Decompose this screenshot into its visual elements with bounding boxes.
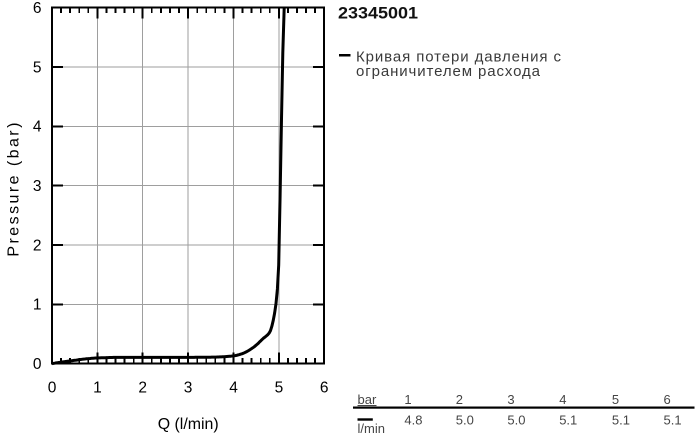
svg-text:6: 6 [320, 380, 329, 397]
svg-text:5.0: 5.0 [456, 412, 474, 427]
svg-text:5: 5 [275, 380, 284, 397]
svg-text:4: 4 [559, 392, 566, 407]
svg-text:4: 4 [33, 119, 42, 136]
svg-text:2: 2 [138, 380, 147, 397]
svg-text:6: 6 [33, 0, 42, 17]
svg-text:5: 5 [33, 59, 42, 76]
svg-text:ограничителем расхода: ограничителем расхода [356, 63, 541, 80]
svg-text:6: 6 [664, 392, 671, 407]
svg-text:1: 1 [404, 392, 411, 407]
svg-text:3: 3 [184, 380, 193, 397]
svg-text:0: 0 [33, 356, 42, 373]
svg-text:4.8: 4.8 [404, 412, 422, 427]
svg-text:0: 0 [48, 380, 57, 397]
svg-text:23345001: 23345001 [338, 4, 418, 23]
svg-text:3: 3 [33, 178, 42, 195]
svg-text:Pressure (bar): Pressure (bar) [6, 123, 23, 257]
svg-text:1: 1 [93, 380, 102, 397]
svg-text:2: 2 [33, 237, 42, 254]
svg-text:Кривая потери давления с: Кривая потери давления с [356, 48, 562, 65]
svg-text:2: 2 [456, 392, 463, 407]
svg-text:Q (l/min): Q (l/min) [158, 416, 219, 433]
svg-text:5.1: 5.1 [664, 412, 682, 427]
svg-text:5: 5 [612, 392, 619, 407]
svg-text:4: 4 [229, 380, 238, 397]
svg-text:bar: bar [358, 392, 377, 407]
svg-text:5.1: 5.1 [612, 412, 630, 427]
svg-text:3: 3 [507, 392, 514, 407]
svg-text:5.1: 5.1 [559, 412, 577, 427]
svg-text:5.0: 5.0 [507, 412, 525, 427]
svg-text:l/min: l/min [358, 421, 385, 436]
svg-text:1: 1 [33, 297, 42, 314]
